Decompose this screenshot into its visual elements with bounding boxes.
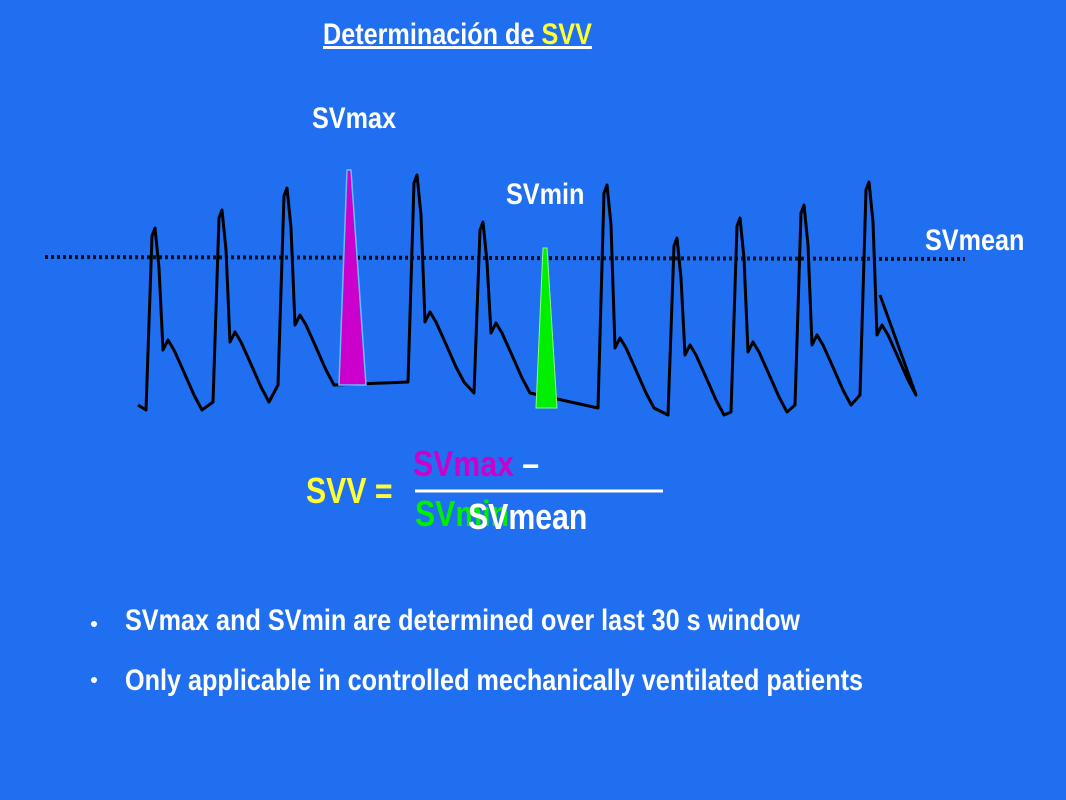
- title-text: Determinación de: [323, 18, 542, 51]
- numerator-minus: –: [522, 443, 540, 484]
- numerator: SVmax –: [413, 443, 539, 485]
- mean-line: [44, 255, 966, 261]
- denominator: SVmean: [468, 496, 588, 537]
- title-highlight: SVV: [541, 18, 592, 51]
- title: Determinación de SVV: [323, 18, 592, 52]
- svmax-spike: [338, 169, 367, 386]
- pressure-wave: [137, 173, 918, 417]
- svmin-spike: [535, 247, 558, 409]
- numerator-min: SVmin: [415, 493, 510, 534]
- formula-lhs: SVV =: [306, 470, 393, 511]
- bullet-dot: [91, 621, 97, 627]
- numerator-max: SVmax: [413, 443, 514, 484]
- svmean-label: SVmean: [925, 224, 1025, 257]
- bullet-text: Only applicable in controlled mechanical…: [125, 664, 864, 697]
- svmin-label: SVmin: [506, 178, 585, 211]
- svmax-label: SVmax: [312, 102, 397, 135]
- bullet-text: SVmax and SVmin are determined over last…: [125, 604, 801, 637]
- bullet-dot: [91, 677, 97, 683]
